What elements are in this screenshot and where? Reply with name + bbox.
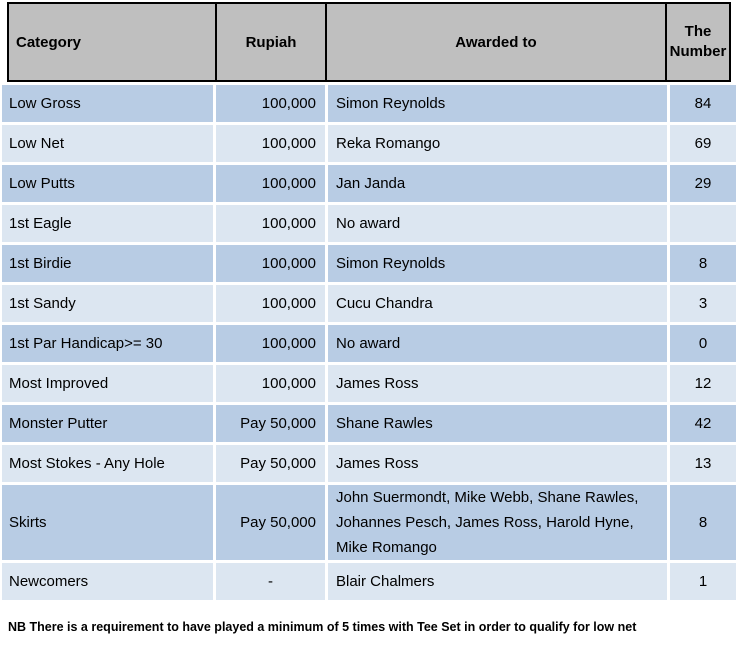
category-cell: Most Stokes - Any Hole xyxy=(9,455,165,472)
awarded-to-cell: Simon Reynolds xyxy=(325,85,667,122)
awarded-to-cell: James Ross xyxy=(325,445,667,482)
rupiah-cell: 100,000 xyxy=(213,365,325,402)
rupiah-cell: 100,000 xyxy=(213,245,325,282)
table-row: Low Net 100,000 Reka Romango 69 xyxy=(2,125,736,162)
table-row: Most Stokes - Any Hole Pay 50,000 James … xyxy=(2,445,736,482)
awarded-to-cell: Blair Chalmers xyxy=(325,563,667,600)
category-cell: Newcomers xyxy=(9,573,89,590)
number-cell: 42 xyxy=(667,405,736,442)
table-row: Skirts Pay 50,000 John Suermondt, Mike W… xyxy=(2,485,736,560)
awards-table: Category Rupiah Awarded to The Number Lo… xyxy=(2,2,736,603)
awarded-to-cell: Reka Romango xyxy=(325,125,667,162)
category-cell: Low Net xyxy=(9,135,65,152)
table-row: Monster Putter Pay 50,000 Shane Rawles 4… xyxy=(2,405,736,442)
number-cell xyxy=(667,205,736,242)
rupiah-cell: - xyxy=(213,563,325,600)
awarded-to-cell: Jan Janda xyxy=(325,165,667,202)
category-cell: Low Gross xyxy=(9,95,81,112)
number-cell: 69 xyxy=(667,125,736,162)
rupiah-cell: 100,000 xyxy=(213,205,325,242)
footnote: NB There is a requirement to have played… xyxy=(8,620,637,634)
number-cell: 8 xyxy=(667,245,736,282)
table-row: 1st Eagle 100,000 No award xyxy=(2,205,736,242)
number-cell: 84 xyxy=(667,85,736,122)
number-cell: 12 xyxy=(667,365,736,402)
table-row: 1st Sandy 100,000 Cucu Chandra 3 xyxy=(2,285,736,322)
rupiah-cell: 100,000 xyxy=(213,85,325,122)
awarded-to-cell: Shane Rawles xyxy=(325,405,667,442)
awarded-to-cell: James Ross xyxy=(325,365,667,402)
awarded-to-cell: No award xyxy=(325,205,667,242)
header-category: Category xyxy=(16,33,82,51)
rupiah-cell: Pay 50,000 xyxy=(213,405,325,442)
category-cell: 1st Birdie xyxy=(9,255,72,272)
rupiah-cell: 100,000 xyxy=(213,325,325,362)
table-body: Low Gross 100,000 Simon Reynolds 84 Low … xyxy=(2,85,736,600)
table-row: Most Improved 100,000 James Ross 12 xyxy=(2,365,736,402)
rupiah-cell: Pay 50,000 xyxy=(213,485,325,560)
number-cell: 29 xyxy=(667,165,736,202)
table-row: Low Putts 100,000 Jan Janda 29 xyxy=(2,165,736,202)
rupiah-cell: Pay 50,000 xyxy=(213,445,325,482)
category-cell: Most Improved xyxy=(9,375,109,392)
number-cell: 0 xyxy=(667,325,736,362)
awarded-to-cell: No award xyxy=(325,325,667,362)
category-cell: Skirts xyxy=(9,514,47,531)
category-cell: 1st Sandy xyxy=(9,295,76,312)
awarded-to-cell: Cucu Chandra xyxy=(325,285,667,322)
number-cell: 8 xyxy=(667,485,736,560)
rupiah-cell: 100,000 xyxy=(213,125,325,162)
table-row: Newcomers - Blair Chalmers 1 xyxy=(2,563,736,600)
category-cell: Low Putts xyxy=(9,175,75,192)
number-cell: 3 xyxy=(667,285,736,322)
number-cell: 1 xyxy=(667,563,736,600)
header-the-number: The Number xyxy=(665,4,729,80)
rupiah-cell: 100,000 xyxy=(213,285,325,322)
category-cell: 1st Eagle xyxy=(9,215,72,232)
category-cell: Monster Putter xyxy=(9,415,108,432)
number-cell: 13 xyxy=(667,445,736,482)
category-cell: 1st Par Handicap>= 30 xyxy=(9,335,163,352)
table-row: 1st Birdie 100,000 Simon Reynolds 8 xyxy=(2,245,736,282)
awarded-to-cell: John Suermondt, Mike Webb, Shane Rawles,… xyxy=(325,485,667,560)
table-row: 1st Par Handicap>= 30 100,000 No award 0 xyxy=(2,325,736,362)
awarded-to-cell: Simon Reynolds xyxy=(325,245,667,282)
table-row: Low Gross 100,000 Simon Reynolds 84 xyxy=(2,85,736,122)
header-awarded-to: Awarded to xyxy=(325,4,665,80)
table-header-row: Category Rupiah Awarded to The Number xyxy=(7,2,731,82)
rupiah-cell: 100,000 xyxy=(213,165,325,202)
header-rupiah: Rupiah xyxy=(215,4,325,80)
